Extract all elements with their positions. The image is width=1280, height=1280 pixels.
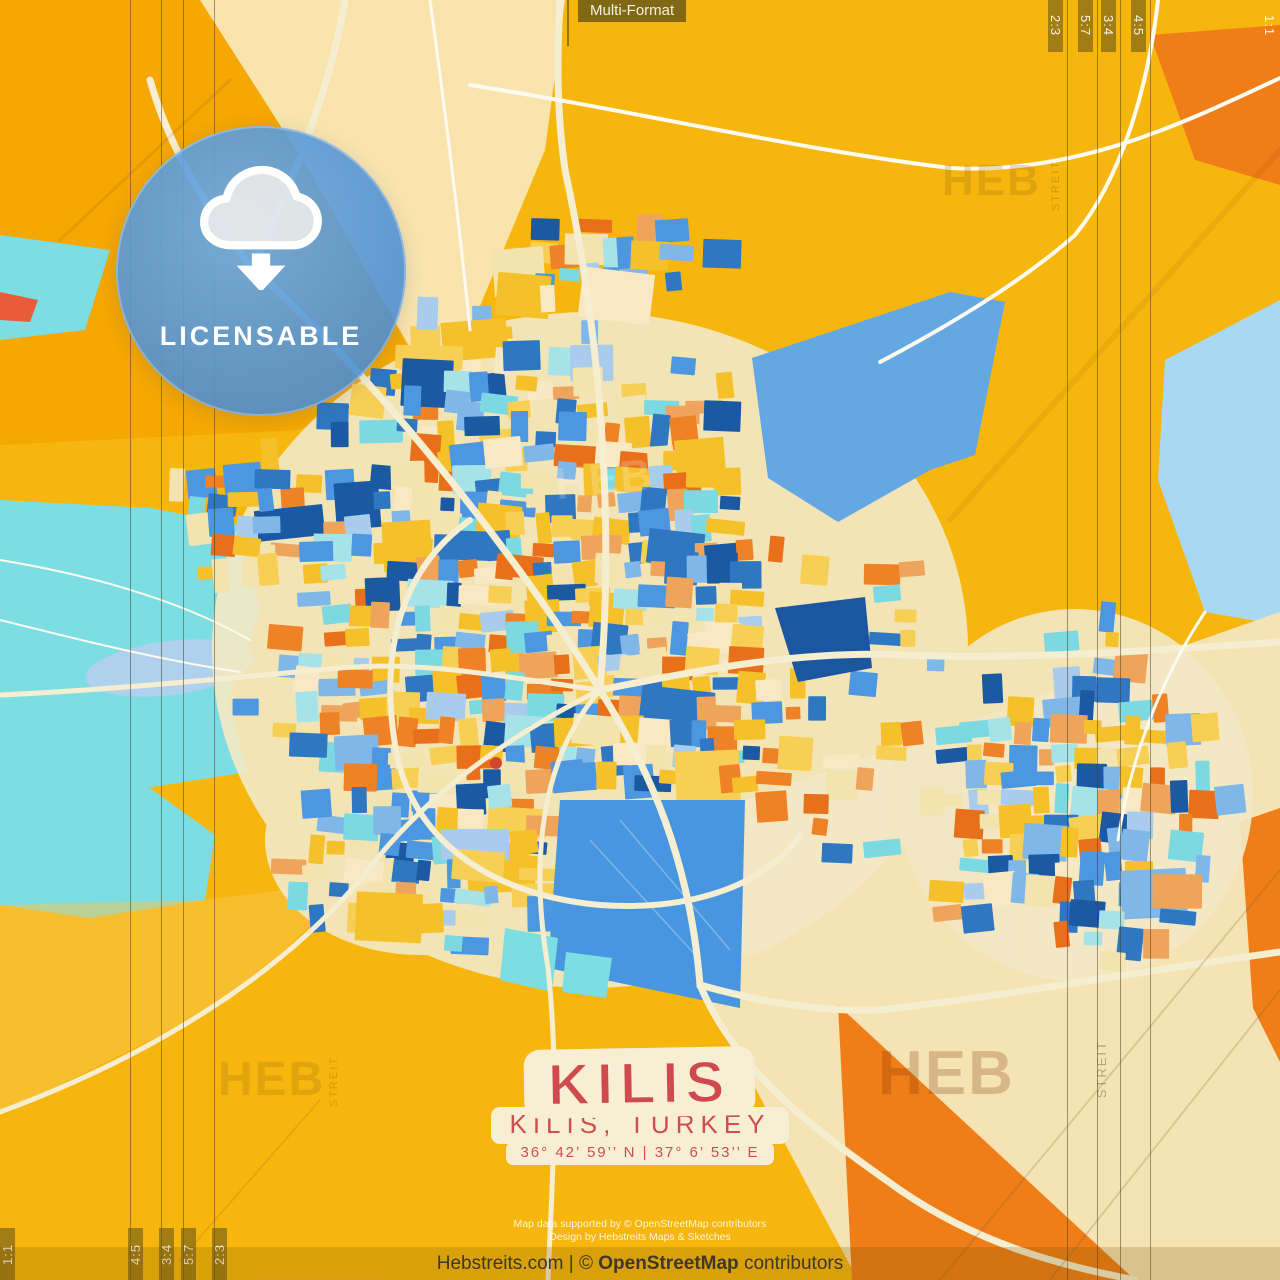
watermark-heb: HEB (942, 156, 1041, 205)
crop-line (1120, 0, 1121, 1280)
format-label: Multi-Format (578, 0, 687, 22)
ratio-tab-3-4: 3:4 (1101, 0, 1116, 52)
ratio-tab-1-1: 1:1 (1262, 15, 1277, 37)
cloud-download-icon (200, 165, 322, 290)
crop-line (161, 0, 162, 1280)
watermark-heb: HEB (878, 1039, 1015, 1108)
city-title: KILIS (547, 1049, 733, 1119)
footer-osm: OpenStreetMap (598, 1253, 739, 1274)
watermark-streit: STREIT (1050, 160, 1062, 212)
crop-line (130, 0, 131, 1280)
roundabout-dot (490, 757, 502, 769)
attribution-line-2: Design by Hebstreits Maps & Sketches (549, 1231, 731, 1243)
coordinates: 36° 42’ 59’’ N | 37° 6’ 53’’ E (520, 1144, 760, 1161)
ratio-tab-5-7: 5:7 (1078, 0, 1093, 52)
map-attribution: Map data supported by © OpenStreetMap co… (0, 1218, 1280, 1244)
crop-line (214, 0, 215, 1280)
ratio-tab-2-3: 2:3 (1048, 0, 1063, 52)
crop-line (183, 0, 184, 1280)
licensable-badge[interactable]: LICENSABLE (116, 126, 406, 416)
badge-label: LICENSABLE (159, 321, 363, 351)
watermark-heb-center: HEB (552, 449, 657, 510)
flat-district-wedges (500, 292, 1005, 1008)
crop-line (1097, 0, 1098, 1280)
format-tick-mark (567, 0, 569, 46)
crop-line (1150, 0, 1151, 1280)
crop-line (1067, 0, 1068, 1280)
footer-suffix: contributors (743, 1253, 844, 1274)
attribution-line-1: Map data supported by © OpenStreetMap co… (513, 1218, 767, 1230)
footer-divider: | (568, 1253, 574, 1274)
footer-copyright: © (578, 1253, 593, 1274)
ratio-tab-4-5: 4:5 (1131, 0, 1146, 52)
title-block: KILIS KILIS, TURKEY 36° 42’ 59’’ N | 37°… (0, 1045, 1280, 1165)
footer-bar: Hebstreits.com | © OpenStreetMap contrib… (0, 1247, 1280, 1280)
watermark-heb: HEB (218, 1053, 326, 1106)
footer-site: Hebstreits.com (436, 1253, 564, 1274)
